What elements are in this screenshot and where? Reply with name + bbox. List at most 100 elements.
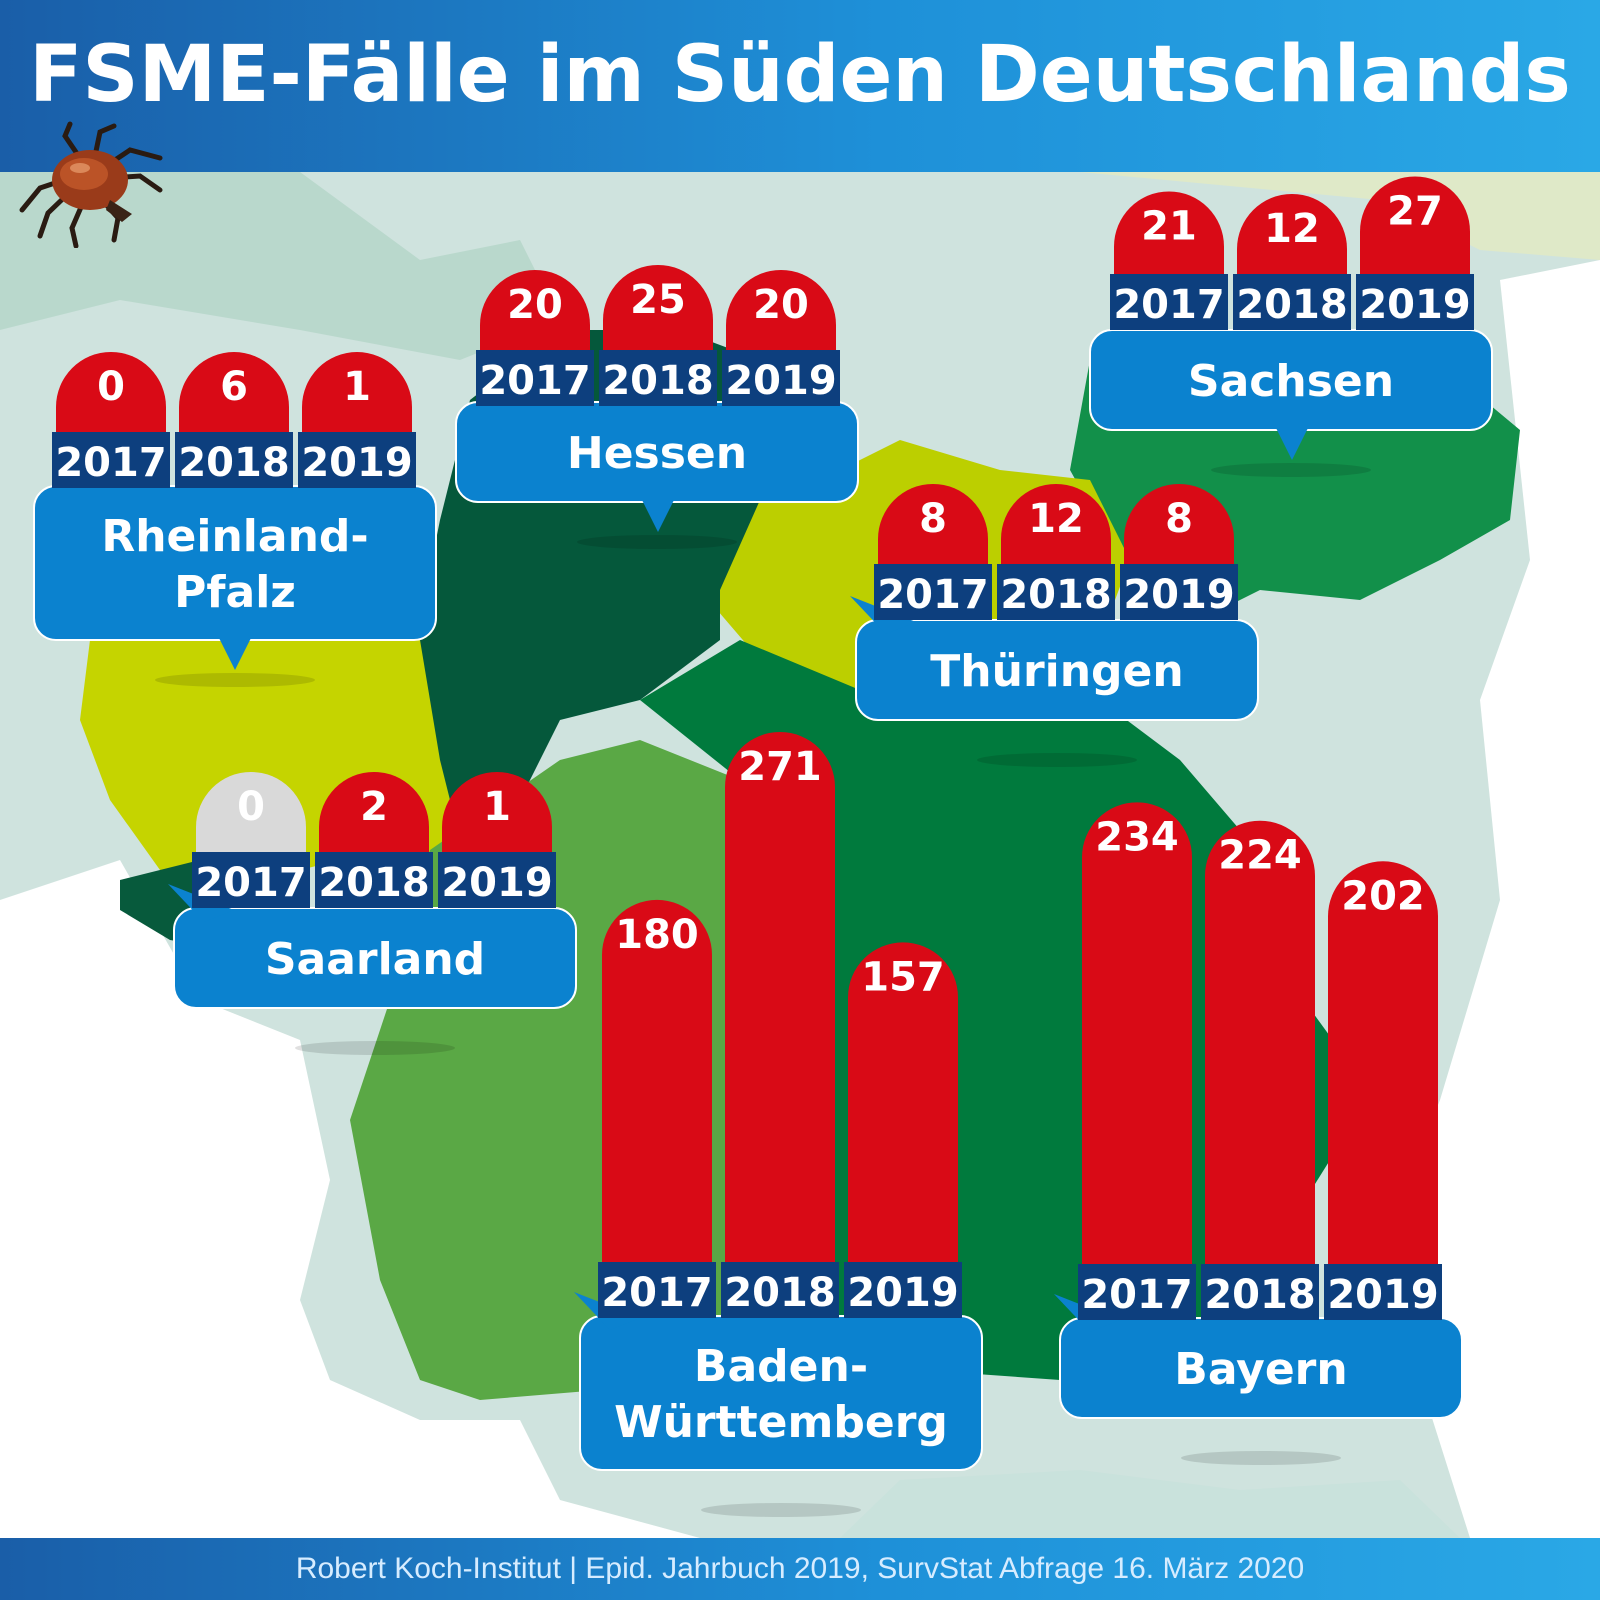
page-title: FSME-Fälle im Süden Deutschlands — [29, 30, 1571, 120]
state-label-thueringen: Thüringen — [930, 646, 1183, 697]
year-box — [997, 564, 1115, 620]
value-label: 21 — [1141, 204, 1197, 250]
header-banner — [0, 0, 1600, 172]
callout-shadow — [977, 753, 1137, 767]
year-label: 2018 — [602, 358, 713, 404]
state-label-sachsen: Sachsen — [1188, 356, 1394, 407]
value-label: 8 — [919, 496, 947, 542]
year-box — [192, 852, 310, 908]
year-box — [1110, 274, 1228, 330]
state-label-saarland: Saarland — [265, 934, 485, 985]
year-box — [721, 1262, 839, 1318]
year-label: 2019 — [1359, 282, 1470, 328]
bar-saarland-2018 — [319, 772, 429, 852]
bar-rheinland-pfalz-2017 — [56, 352, 166, 432]
year-box — [438, 852, 556, 908]
year-label: 2017 — [1081, 1272, 1192, 1318]
year-label: 2019 — [1327, 1272, 1438, 1318]
bar-hessen-2017 — [480, 270, 590, 350]
year-box — [1078, 1264, 1196, 1320]
year-label: 2017 — [601, 1270, 712, 1316]
year-label: 2018 — [318, 860, 429, 906]
year-box — [298, 432, 416, 488]
bar-bayern-2018 — [1205, 820, 1315, 1264]
year-box — [1356, 274, 1474, 330]
state-label-rheinland-pfalz: Rheinland- — [101, 511, 368, 562]
year-box — [1201, 1264, 1319, 1320]
bar-baden-wuerttemberg-2017 — [602, 899, 712, 1262]
callout-shadow — [155, 673, 315, 687]
year-box — [874, 564, 992, 620]
year-box — [175, 432, 293, 488]
year-box — [1120, 564, 1238, 620]
bar-bayern-2019 — [1328, 861, 1438, 1264]
value-label: 180 — [615, 912, 699, 958]
year-label: 2018 — [178, 440, 289, 486]
value-label: 8 — [1165, 496, 1193, 542]
year-label: 2019 — [301, 440, 412, 486]
bar-hessen-2018 — [603, 265, 713, 350]
year-label: 2018 — [1204, 1272, 1315, 1318]
year-box — [599, 350, 717, 406]
value-label: 20 — [507, 282, 563, 328]
bar-rheinland-pfalz-2019 — [302, 352, 412, 432]
bar-thueringen-2017 — [878, 484, 988, 564]
bar-saarland-2017 — [196, 772, 306, 852]
value-label: 6 — [220, 364, 248, 410]
state-label-baden-wuerttemberg: Baden- — [694, 1341, 868, 1392]
year-label: 2017 — [1113, 282, 1224, 328]
year-label: 2019 — [725, 358, 836, 404]
footer-banner — [0, 1538, 1600, 1600]
value-label: 234 — [1095, 814, 1179, 860]
callout-shadow — [295, 1041, 455, 1055]
year-label: 2018 — [1000, 572, 1111, 618]
bar-saarland-2019 — [442, 772, 552, 852]
year-label: 2017 — [479, 358, 590, 404]
bar-sachsen-2017 — [1114, 191, 1224, 274]
value-label: 20 — [753, 282, 809, 328]
value-label: 25 — [630, 277, 686, 323]
bar-sachsen-2018 — [1237, 194, 1347, 274]
bar-thueringen-2019 — [1124, 484, 1234, 564]
value-label: 12 — [1264, 206, 1320, 252]
value-label: 157 — [861, 954, 945, 1000]
bar-baden-wuerttemberg-2019 — [848, 942, 958, 1262]
year-box — [1324, 1264, 1442, 1320]
state-label-baden-wuerttemberg: Württemberg — [614, 1397, 948, 1448]
state-label-bayern: Bayern — [1174, 1344, 1347, 1395]
callout-thueringen — [850, 596, 1259, 721]
year-label: 2018 — [724, 1270, 835, 1316]
value-label: 12 — [1028, 496, 1084, 542]
tick-icon — [19, 121, 163, 248]
bar-baden-wuerttemberg-2018 — [725, 732, 835, 1262]
bar-bayern-2017 — [1082, 802, 1192, 1264]
bar-hessen-2019 — [726, 270, 836, 350]
value-label: 271 — [738, 744, 822, 790]
year-label: 2017 — [55, 440, 166, 486]
callout-shadow — [1211, 463, 1371, 477]
callout-shadow — [1181, 1451, 1341, 1465]
bar-sachsen-2019 — [1360, 176, 1470, 274]
bar-rheinland-pfalz-2018 — [179, 352, 289, 432]
year-box — [844, 1262, 962, 1318]
year-box — [52, 432, 170, 488]
value-label: 1 — [483, 784, 511, 830]
year-box — [315, 852, 433, 908]
year-label: 2018 — [1236, 282, 1347, 328]
callout-shadow — [577, 535, 737, 549]
value-label: 1 — [343, 364, 371, 410]
state-label-rheinland-pfalz: Pfalz — [174, 567, 296, 618]
value-label: 0 — [237, 784, 265, 830]
value-label: 202 — [1341, 873, 1425, 919]
year-label: 2019 — [847, 1270, 958, 1316]
year-box — [598, 1262, 716, 1318]
state-label-hessen: Hessen — [567, 428, 747, 479]
year-label: 2019 — [1123, 572, 1234, 618]
year-label: 2017 — [877, 572, 988, 618]
source-credit: Robert Koch-Institut | Epid. Jahrbuch 20… — [295, 1552, 1305, 1585]
year-label: 2019 — [441, 860, 552, 906]
callout-shadow — [701, 1503, 861, 1517]
year-box — [1233, 274, 1351, 330]
